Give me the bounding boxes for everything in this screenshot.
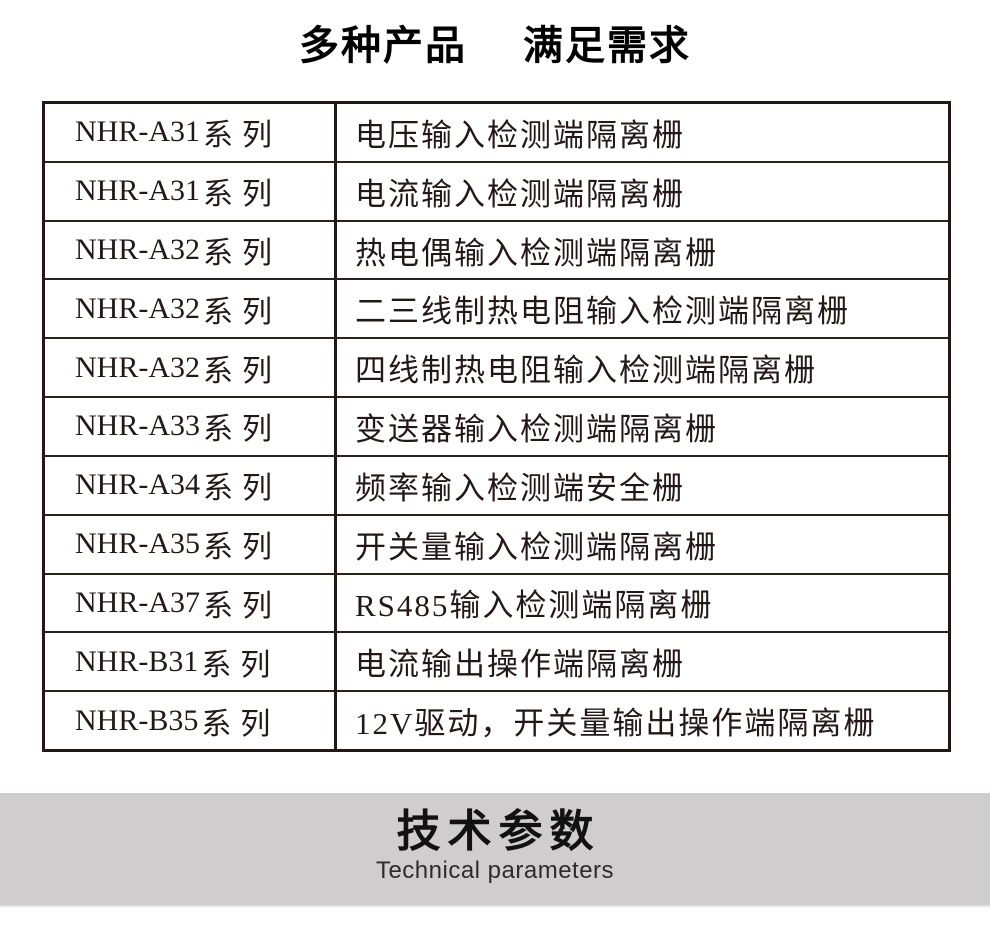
series-cell: NHR-A34 系列	[45, 456, 337, 514]
table-row: NHR-A37 系列 RS485输入检测端隔离栅	[45, 572, 948, 632]
page-title-part1: 多种产品	[299, 24, 467, 68]
series-suffix: 系列	[201, 707, 280, 741]
description-cell: 电流输出操作端隔离栅	[355, 647, 685, 683]
table-row: NHR-A33 系列 变送器输入检测端隔离栅	[45, 396, 948, 455]
description-cell: 热电偶输入检测端隔离栅	[355, 235, 718, 271]
series-cell: NHR-A33 系列	[45, 398, 337, 455]
series-cell: NHR-A35 系列	[45, 515, 337, 573]
series-cell: NHR-A31 系列	[45, 162, 337, 220]
section-banner: 技术参数 Technical parameters	[0, 793, 990, 907]
table-row: NHR-A32 系列 热电偶输入检测端隔离栅	[45, 219, 948, 279]
series-model: NHR-A34	[75, 468, 200, 502]
series-model: NHR-B35	[75, 703, 199, 737]
series-model: NHR-A32	[75, 350, 200, 384]
series-model: NHR-A31	[75, 115, 200, 149]
series-cell: NHR-A32 系列	[45, 221, 337, 279]
description-cell: 变送器输入检测端隔离栅	[355, 411, 718, 447]
description-cell: 四线制热电阻输入检测端隔离栅	[355, 353, 817, 389]
series-cell: NHR-B35 系列	[45, 692, 337, 749]
description-cell: 二三线制热电阻输入检测端隔离栅	[355, 294, 850, 330]
series-suffix: 系列	[203, 119, 281, 153]
table-row: NHR-B35 系列 12V驱动，开关量输出操作端隔离栅	[45, 690, 948, 749]
series-suffix: 系列	[203, 354, 281, 388]
series-cell: NHR-A32 系列	[45, 339, 337, 397]
series-model: NHR-A33	[75, 409, 200, 443]
table-row: NHR-A31 系列 电压输入检测端隔离栅	[45, 104, 948, 161]
table-row: NHR-A31 系列 电流输入检测端隔离栅	[45, 160, 948, 220]
series-suffix: 系列	[201, 648, 280, 682]
series-cell: NHR-B31 系列	[45, 633, 337, 691]
series-suffix: 系列	[203, 472, 281, 506]
series-suffix: 系列	[203, 531, 281, 565]
description-cell: 频率输入检测端安全栅	[355, 470, 685, 506]
table-row: NHR-A32 系列 四线制热电阻输入检测端隔离栅	[45, 337, 948, 397]
banner-subtitle: Technical parameters	[375, 857, 615, 885]
series-suffix: 系列	[203, 413, 281, 447]
description-cell: 电流输入检测端隔离栅	[355, 176, 685, 212]
description-cell: 电压输入检测端隔离栅	[355, 117, 685, 153]
series-suffix: 系列	[203, 295, 281, 329]
series-cell: NHR-A37 系列	[45, 574, 337, 632]
table-row: NHR-A35 系列 开关量输入检测端隔离栅	[45, 513, 948, 573]
description-cell: RS485输入检测端隔离栅	[355, 588, 714, 624]
series-cell: NHR-A31 系列	[45, 104, 337, 161]
series-suffix: 系列	[203, 237, 281, 271]
series-suffix: 系列	[203, 589, 281, 623]
series-model: NHR-A32	[75, 291, 200, 325]
series-suffix: 系列	[203, 178, 281, 212]
series-model: NHR-A37	[75, 585, 200, 619]
table-row: NHR-A32 系列 二三线制热电阻输入检测端隔离栅	[45, 278, 948, 338]
table-row: NHR-A34 系列 频率输入检测端安全栅	[45, 454, 948, 514]
series-model: NHR-A35	[75, 527, 200, 561]
banner-title: 技术参数	[396, 807, 601, 856]
series-model: NHR-A32	[75, 233, 200, 267]
page-title-part2: 满足需求	[523, 24, 691, 68]
series-model: NHR-B31	[75, 644, 199, 678]
product-table: NHR-A31 系列 电压输入检测端隔离栅 NHR-A31 系列 电流输入检测端隔离…	[42, 101, 951, 752]
series-cell: NHR-A32 系列	[45, 280, 337, 338]
page-title: 多种产品 满足需求	[0, 24, 990, 68]
table-row: NHR-B31 系列 电流输出操作端隔离栅	[45, 631, 948, 691]
series-model: NHR-A31	[75, 174, 200, 208]
description-cell: 12V驱动，开关量输出操作端隔离栅	[355, 706, 877, 742]
description-cell: 开关量输入检测端隔离栅	[355, 529, 718, 565]
